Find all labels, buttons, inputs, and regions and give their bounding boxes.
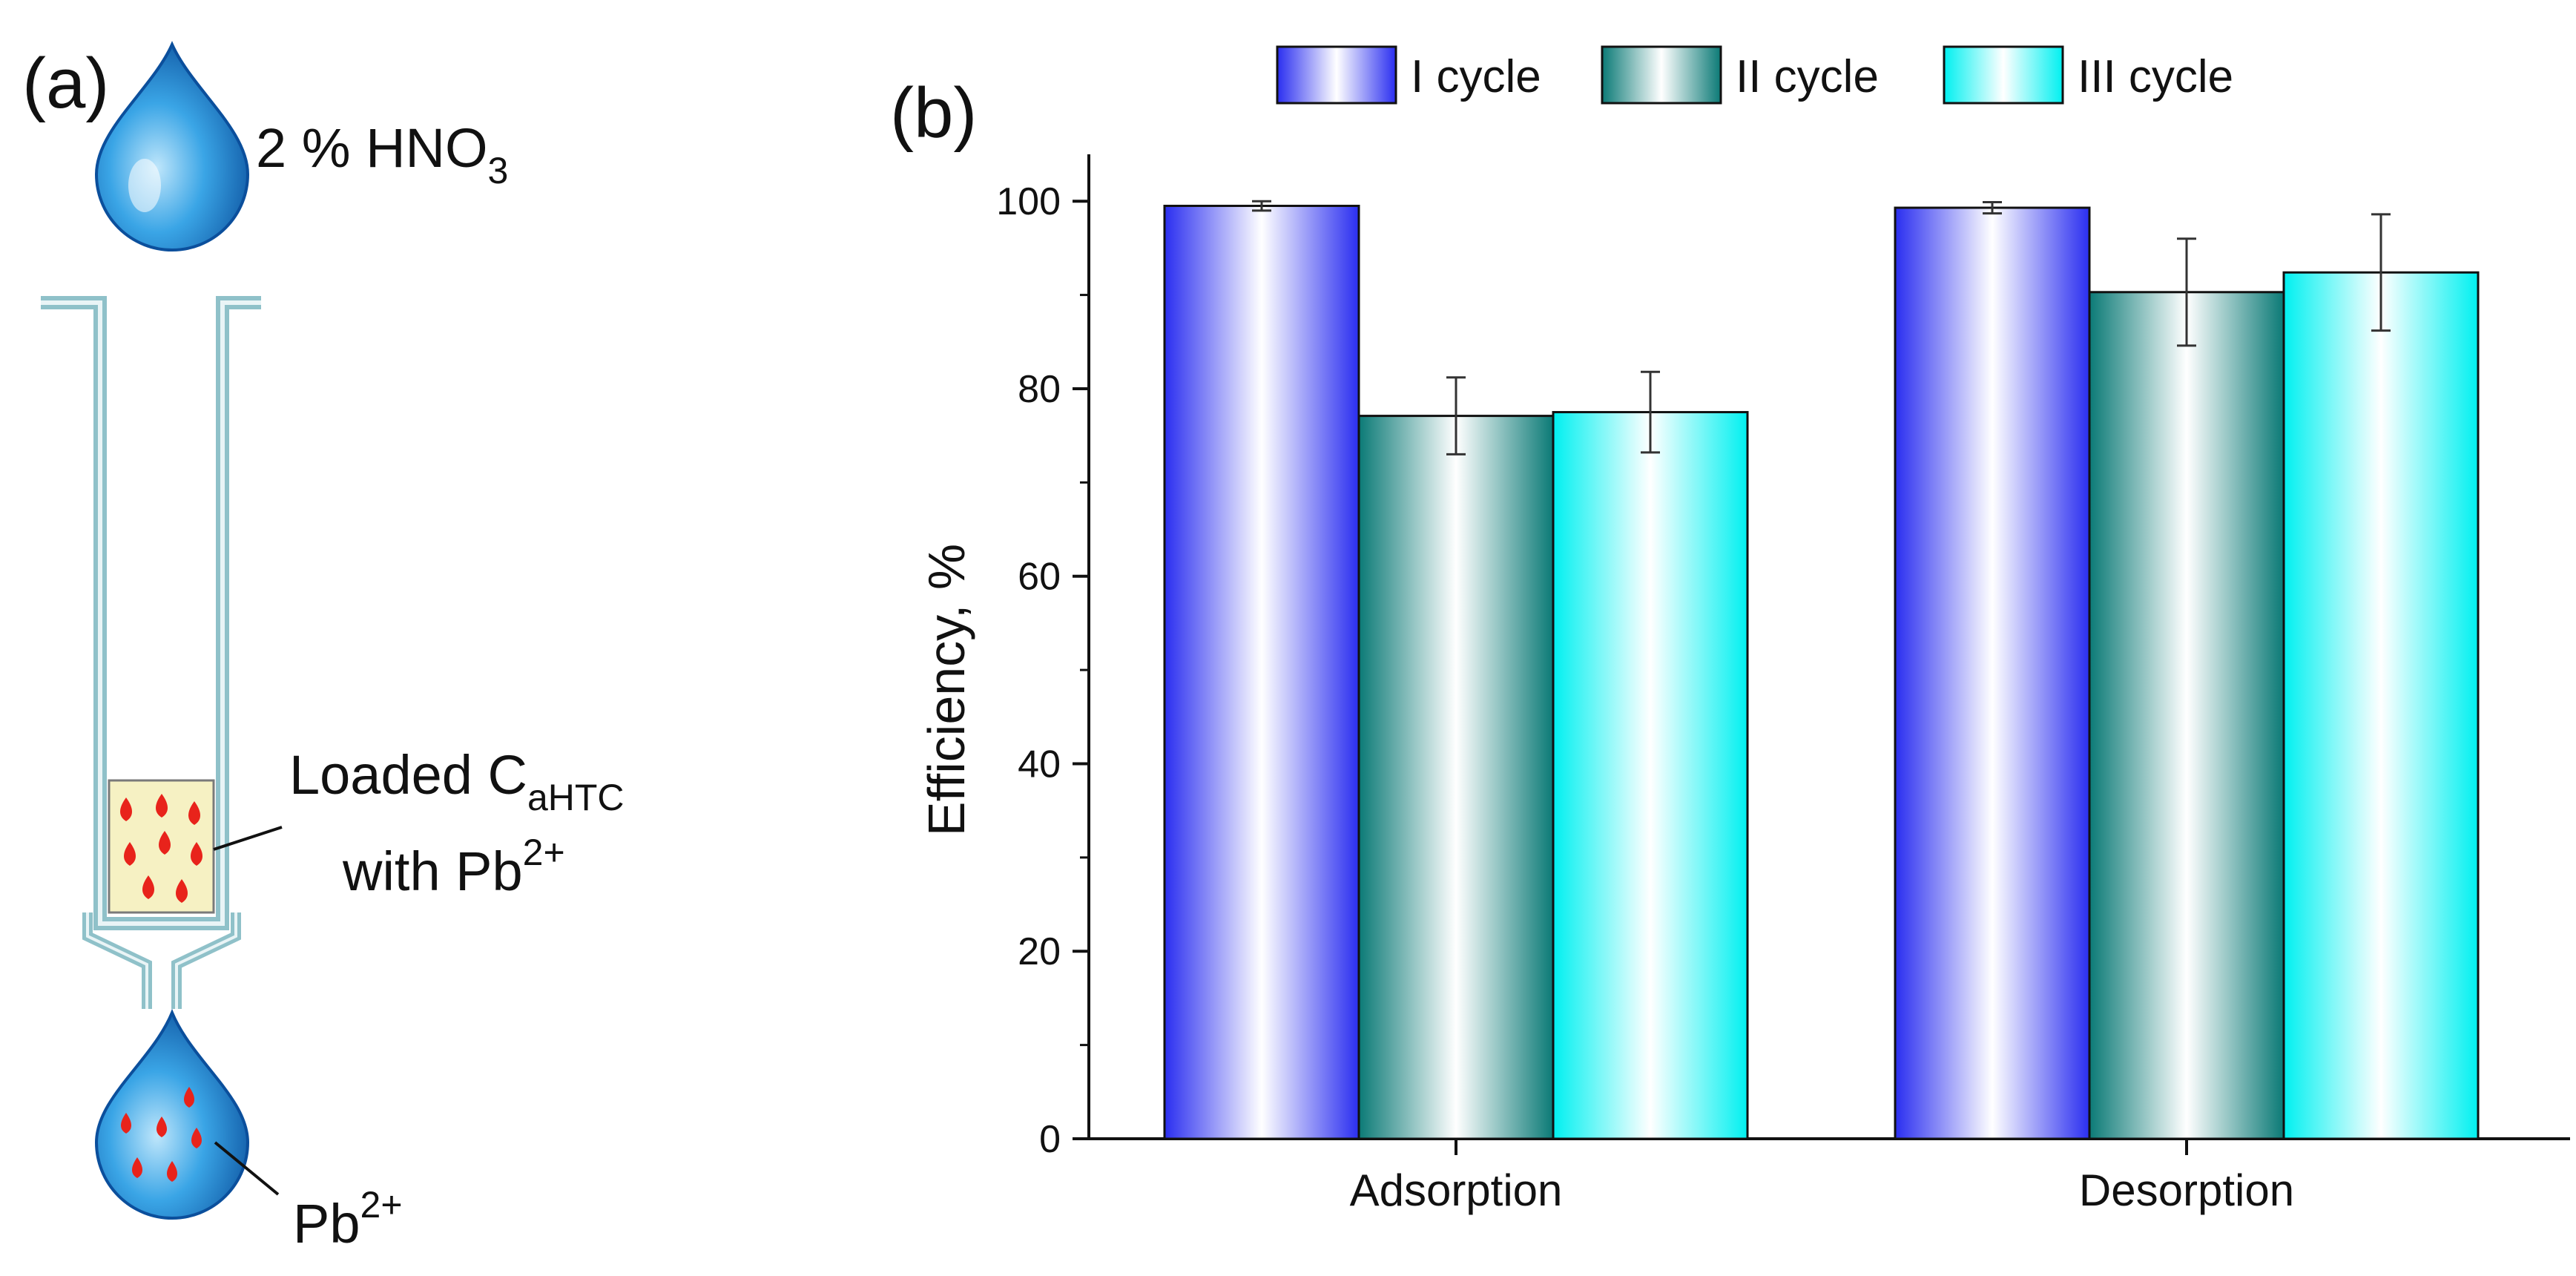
plot-area: 0 20 40 60 80 100 Adsorption Desorption — [996, 154, 2570, 1215]
x-tick-label: Desorption — [2079, 1165, 2294, 1215]
legend-swatch-3 — [1943, 45, 2064, 105]
y-axis-label: Efficiency, % — [918, 544, 975, 836]
y-tick-label: 0 — [1039, 1118, 1061, 1161]
eluent-label: 2 % HNO3 — [256, 117, 508, 191]
bar-adsorption-1 — [1163, 205, 1360, 1140]
bar-desorption-2 — [2088, 291, 2285, 1140]
panel-a: (a) 2 % HNO3 Loaded CaHTC — [22, 41, 639, 1254]
panel-a-label: (a) — [22, 44, 109, 123]
panel-b-label: (b) — [890, 73, 977, 153]
bar-desorption-1 — [1894, 206, 2091, 1140]
y-tick-label: 80 — [1018, 368, 1061, 411]
lead-ions-in-sorbent — [120, 794, 202, 903]
y-tick-label: 40 — [1018, 743, 1061, 786]
y-tick-label: 60 — [1018, 556, 1061, 599]
error-bar — [1252, 200, 1271, 212]
legend-swatch-1 — [1276, 45, 1397, 105]
column-label: Loaded CaHTC with Pb2+ — [289, 744, 639, 902]
legend: I cycle II cycle III cycle — [1276, 45, 2233, 105]
error-bar — [1983, 200, 2002, 215]
error-bar — [1641, 370, 1660, 454]
bar-desorption-3 — [2282, 271, 2480, 1140]
error-bar — [1446, 376, 1466, 456]
panel-b: (b) I cycle II cycle III cycle 0 20 40 60 80 10… — [890, 45, 2570, 1215]
error-bar — [2177, 237, 2196, 347]
legend-label-3: III cycle — [2078, 51, 2233, 102]
legend-swatch-2 — [1601, 45, 1722, 105]
column-tube — [41, 296, 261, 1009]
effluent-label: Pb2+ — [293, 1184, 403, 1254]
y-tick-label: 100 — [996, 180, 1061, 223]
bar-adsorption-2 — [1357, 415, 1555, 1140]
eluent-drop-icon — [94, 41, 250, 251]
legend-label-1: I cycle — [1411, 51, 1541, 102]
effluent-drop-icon — [94, 1008, 250, 1220]
lead-ions-in-drop — [121, 1087, 202, 1182]
legend-label-2: II cycle — [1736, 51, 1879, 102]
bar-adsorption-3 — [1552, 411, 1749, 1140]
error-bar — [2371, 213, 2391, 332]
y-tick-label: 20 — [1018, 930, 1061, 973]
x-tick-label: Adsorption — [1350, 1165, 1563, 1215]
